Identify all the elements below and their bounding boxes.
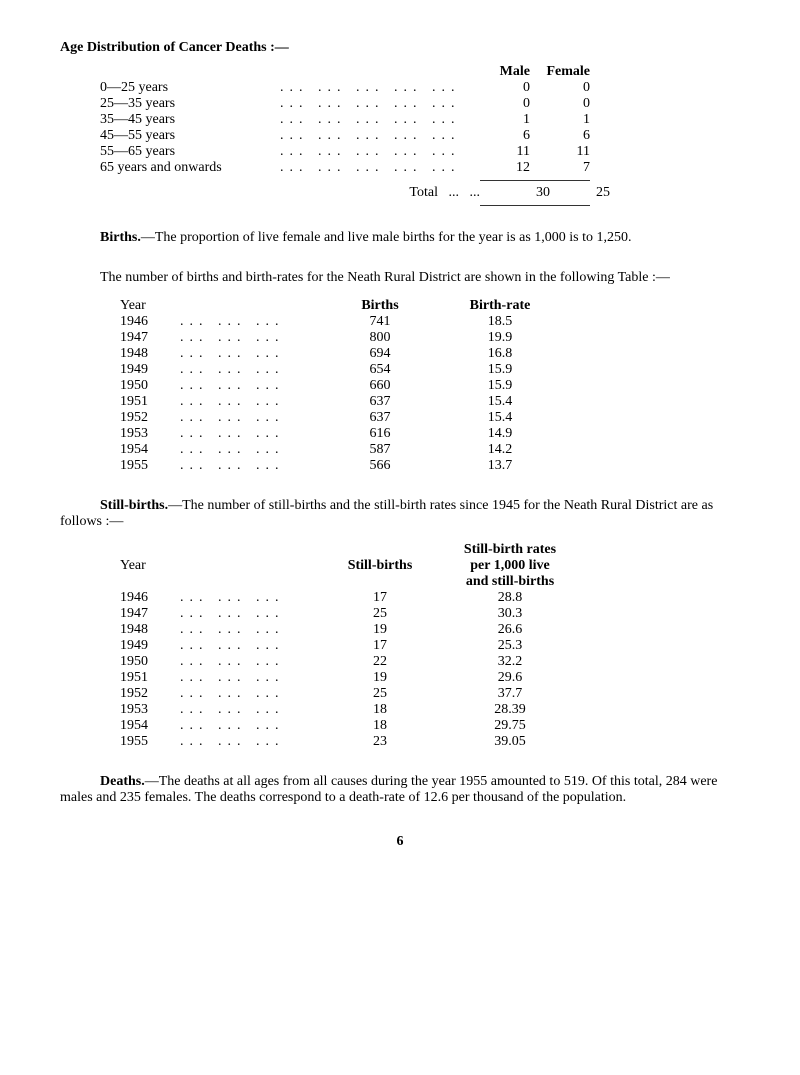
- t2-h-births: Births: [330, 298, 430, 314]
- table-row: 1948... ... ...1926.6: [120, 622, 740, 638]
- t2-h-year: Year: [120, 298, 180, 314]
- section-heading: Age Distribution of Cancer Deaths :—: [60, 40, 740, 56]
- table-row: 1955... ... ...56613.7: [120, 458, 740, 474]
- t3-h-rate1: Still-birth rates: [430, 542, 590, 558]
- table-row: 1951... ... ...1929.6: [120, 670, 740, 686]
- stillbirths-table: Still-birth rates Year Still-births per …: [120, 542, 740, 750]
- cancer-deaths-table: Male Female 0—25 years... ... ... ... ..…: [100, 64, 740, 206]
- table-row: 1948... ... ...69416.8: [120, 346, 740, 362]
- page-number: 6: [60, 834, 740, 850]
- table-row: 1954... ... ...1829.75: [120, 718, 740, 734]
- table-row: 1951... ... ...63715.4: [120, 394, 740, 410]
- total-female: 25: [550, 185, 610, 201]
- table-row: 25—35 years... ... ... ... ...00: [100, 96, 740, 112]
- table-row: 1947... ... ...2530.3: [120, 606, 740, 622]
- table-row: 1949... ... ...65415.9: [120, 362, 740, 378]
- t3-h-rate3: and still-births: [430, 574, 590, 590]
- table-row: 0—25 years... ... ... ... ...00: [100, 80, 740, 96]
- table-row: 1946... ... ...74118.5: [120, 314, 740, 330]
- table-row: 1950... ... ...2232.2: [120, 654, 740, 670]
- total-male: 30: [500, 185, 550, 201]
- t3-h-rate2: per 1,000 live: [430, 558, 590, 574]
- table-row: 1953... ... ...61614.9: [120, 426, 740, 442]
- col-male: Male: [480, 64, 530, 80]
- table-row: 1947... ... ...80019.9: [120, 330, 740, 346]
- table-row: 1952... ... ...63715.4: [120, 410, 740, 426]
- births-table: Year Births Birth-rate 1946... ... ...74…: [120, 298, 740, 474]
- table-row: 1946... ... ...1728.8: [120, 590, 740, 606]
- table-row: 1950... ... ...66015.9: [120, 378, 740, 394]
- total-label: Total: [409, 185, 438, 200]
- table-row: 1954... ... ...58714.2: [120, 442, 740, 458]
- deaths-paragraph: Deaths.—The deaths at all ages from all …: [60, 774, 740, 806]
- table-row: 1953... ... ...1828.39: [120, 702, 740, 718]
- table-row: 1955... ... ...2339.05: [120, 734, 740, 750]
- stillbirths-paragraph: Still-births.—The number of still-births…: [60, 498, 740, 530]
- t2-h-rate: Birth-rate: [430, 298, 570, 314]
- t3-h-sb: Still-births: [330, 558, 430, 574]
- col-female: Female: [530, 64, 590, 80]
- table-row: 65 years and onwards... ... ... ... ...1…: [100, 160, 740, 176]
- births-intro: The number of births and birth-rates for…: [60, 270, 740, 286]
- t3-h-year: Year: [120, 558, 180, 574]
- table-row: 1952... ... ...2537.7: [120, 686, 740, 702]
- table-row: 35—45 years... ... ... ... ...11: [100, 112, 740, 128]
- table-row: 45—55 years... ... ... ... ...66: [100, 128, 740, 144]
- table-row: 1949... ... ...1725.3: [120, 638, 740, 654]
- table-row: 55—65 years... ... ... ... ...1111: [100, 144, 740, 160]
- births-paragraph: Births.—The proportion of live female an…: [60, 230, 740, 246]
